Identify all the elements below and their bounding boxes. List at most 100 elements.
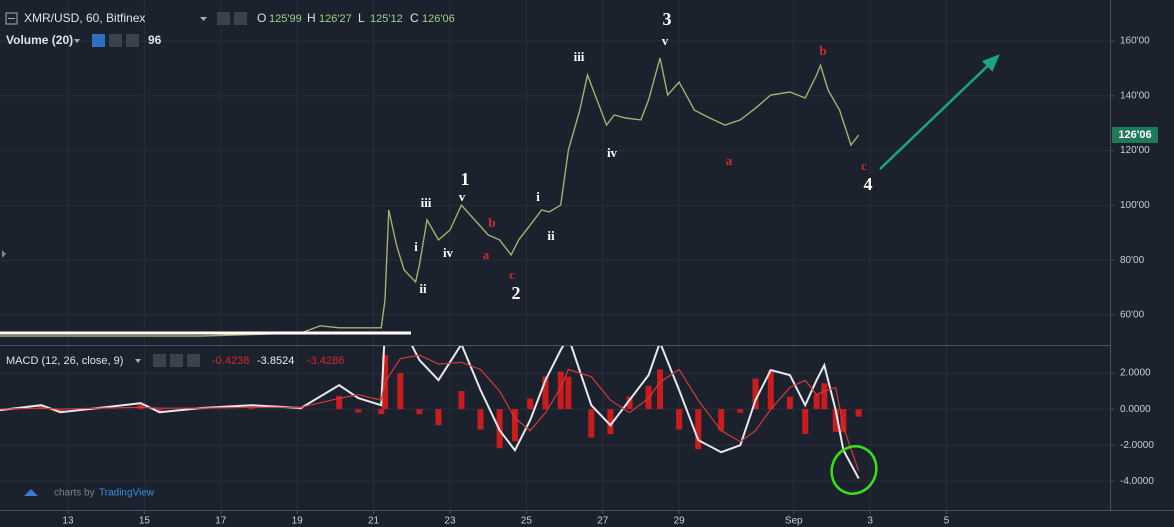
last-price-badge: [1112, 126, 1158, 143]
settings-button[interactable]: [234, 12, 247, 25]
ohlc-key: H: [307, 11, 316, 25]
histogram-bar: [248, 406, 255, 410]
branding-prefix: charts by: [54, 488, 95, 499]
y-tick-label: 160'00: [1120, 36, 1150, 47]
ohlc-key: O: [257, 11, 266, 25]
histogram-bar: [855, 409, 862, 417]
price-panel: [0, 57, 860, 337]
dropdown-caret[interactable]: [74, 39, 80, 43]
histogram-bar: [626, 396, 633, 410]
ohlc-value: 126'27: [319, 13, 352, 25]
wave-label: iii: [421, 195, 432, 210]
macd-histogram-value: -0.4238: [212, 355, 249, 367]
histogram-bar: [832, 409, 839, 432]
x-tick-label: 5: [944, 516, 950, 527]
settings-button[interactable]: [187, 354, 200, 367]
ohlc-value: 125'12: [370, 13, 403, 25]
histogram-bar: [477, 409, 484, 430]
price-line: [0, 57, 860, 337]
histogram-bar: [458, 391, 465, 410]
y-tick-label: 100'00: [1120, 200, 1150, 211]
histogram-bar: [607, 409, 614, 435]
y-tick-label: -2.0000: [1120, 440, 1154, 451]
ellipse-drawing[interactable]: [824, 439, 884, 501]
x-tick-label: 23: [444, 516, 456, 527]
ohlc-key: C: [410, 11, 419, 25]
scroll-handle[interactable]: [2, 250, 6, 258]
histogram-bar: [695, 409, 702, 450]
x-tick-label: 3: [867, 516, 873, 527]
y-tick-label: -4.0000: [1120, 476, 1154, 487]
histogram-bar: [557, 371, 564, 410]
histogram-bar: [676, 409, 683, 430]
wave-label: v: [662, 33, 669, 48]
histogram-bar: [38, 406, 45, 410]
ohlc-value: 125'99: [269, 13, 302, 25]
macd-panel: [0, 346, 862, 479]
wave-label: c: [509, 267, 515, 282]
wave-label: 1: [461, 169, 470, 189]
volume-value: 96: [148, 33, 162, 47]
y-tick-label: 2.0000: [1120, 368, 1151, 379]
macd-value: -3.8524: [257, 355, 294, 367]
ohlc-value: 126'06: [422, 13, 455, 25]
wave-label: b: [488, 215, 495, 230]
wave-label: a: [726, 153, 733, 168]
histogram-bar: [752, 378, 759, 410]
histogram-bar: [718, 409, 725, 431]
settings-button[interactable]: [109, 34, 122, 47]
x-tick-label: 19: [292, 516, 304, 527]
arrow-drawing[interactable]: [879, 54, 1000, 170]
wave-label: v: [459, 189, 466, 204]
histogram-bar: [297, 409, 304, 410]
dropdown-caret[interactable]: [200, 17, 207, 21]
histogram-bar: [57, 409, 64, 413]
y-tick-label: 0.0000: [1120, 404, 1151, 415]
settings-button[interactable]: [170, 354, 183, 367]
histogram-bar: [813, 394, 820, 410]
histogram-bar: [802, 409, 809, 434]
volume-label[interactable]: Volume (20): [6, 33, 73, 47]
y-tick-label: 80'00: [1120, 255, 1145, 266]
histogram-bar: [542, 376, 549, 410]
y-tick-label: 120'00: [1120, 145, 1150, 156]
wave-label: i: [414, 239, 418, 254]
histogram-bar: [657, 369, 664, 410]
x-tick-label: 25: [521, 516, 533, 527]
settings-button[interactable]: [153, 354, 166, 367]
histogram-bar: [737, 409, 744, 413]
y-tick-label: 60'00: [1120, 310, 1145, 321]
branding-name[interactable]: TradingView: [99, 488, 155, 499]
settings-button[interactable]: [126, 34, 139, 47]
macd-label[interactable]: MACD (12, 26, close, 9): [6, 355, 123, 367]
x-tick-label: 17: [215, 516, 227, 527]
signal-line: [0, 354, 860, 472]
histogram-bar: [588, 409, 595, 438]
last-price-label: 126'06: [1118, 129, 1151, 141]
x-tick-label: 15: [139, 516, 151, 527]
histogram-bar: [378, 409, 385, 415]
settings-button[interactable]: [217, 12, 230, 25]
histogram-bar: [767, 370, 774, 410]
histogram-bar: [565, 376, 572, 410]
histogram-bar: [416, 409, 423, 415]
x-tick-label: 13: [62, 516, 74, 527]
symbol-title[interactable]: XMR/USD, 60, Bitfinex: [24, 11, 145, 25]
y-tick-label: 140'00: [1120, 90, 1150, 101]
macd-line: [0, 346, 860, 479]
histogram-bar: [840, 409, 847, 433]
collapse-icon[interactable]: [5, 12, 18, 25]
wave-label: ii: [547, 228, 555, 243]
wave-label: 4: [864, 174, 873, 194]
visibility-button[interactable]: [92, 34, 105, 47]
histogram-bar: [355, 409, 362, 413]
histogram-bar: [527, 398, 534, 410]
tradingview-logo[interactable]: [24, 489, 38, 496]
wave-label: ii: [419, 281, 427, 296]
wave-label: iii: [574, 49, 585, 64]
histogram-bar: [336, 395, 343, 410]
wave-label: c: [861, 158, 867, 173]
dropdown-caret[interactable]: [135, 359, 141, 363]
x-tick-label: 29: [674, 516, 686, 527]
x-tick-label: 21: [368, 516, 380, 527]
